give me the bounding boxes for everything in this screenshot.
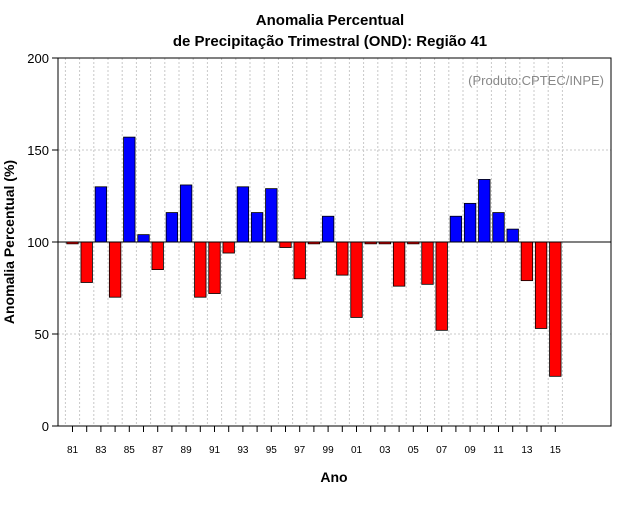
y-tick-label: 100 <box>27 235 49 250</box>
x-tick-label: 01 <box>351 445 363 456</box>
bar-04 <box>392 241 406 287</box>
bar-99 <box>321 215 335 243</box>
x-tick-label: 95 <box>266 445 278 456</box>
bar-88 <box>165 212 179 243</box>
bar-14 <box>534 241 548 329</box>
bar-07 <box>435 241 448 331</box>
bar-95 <box>265 188 278 243</box>
bar-86 <box>137 234 150 243</box>
bar-10 <box>478 179 491 243</box>
x-tick-label: 91 <box>209 445 221 456</box>
x-axis: 81 83 85 87 89 91 93 95 97 99 01 03 05 07 09 11 13 15 <box>67 426 561 456</box>
x-tick-label: 11 <box>493 445 504 456</box>
chart-title-line2: de Precipitação Trimestral (OND): Região… <box>173 33 487 50</box>
x-tick-label: 87 <box>152 445 164 456</box>
bar-85 <box>123 136 136 243</box>
bar-82 <box>80 241 93 283</box>
y-axis: 0 50 100 150 200 <box>27 51 58 434</box>
bar-12 <box>506 228 519 243</box>
chart-title-line1: Anomalia Percentual <box>256 12 404 29</box>
bar-06 <box>421 241 434 285</box>
y-tick-label: 150 <box>27 143 49 158</box>
x-tick-label: 05 <box>408 445 420 456</box>
y-tick-label: 0 <box>42 419 49 434</box>
x-tick-label: 07 <box>436 445 448 456</box>
x-axis-label: Ano <box>320 469 347 485</box>
bar-87 <box>151 241 164 271</box>
x-tick-label: 13 <box>521 445 533 456</box>
bar-09 <box>463 202 477 243</box>
x-tick-label: 99 <box>323 445 335 456</box>
bar-97 <box>293 241 306 280</box>
bar-96 <box>279 241 292 248</box>
bar-90 <box>194 241 207 298</box>
bar-91 <box>208 241 221 294</box>
y-tick-label: 200 <box>27 51 49 66</box>
bar-92 <box>222 241 235 254</box>
bar-00 <box>336 241 349 276</box>
watermark-text: (Produto:CPTEC/INPE) <box>468 73 604 88</box>
x-tick-label: 89 <box>181 445 193 456</box>
x-tick-label: 03 <box>379 445 391 456</box>
bars-group <box>66 136 562 377</box>
x-tick-label: 81 <box>67 445 79 456</box>
bar-15 <box>549 241 562 377</box>
bar-01 <box>350 241 363 318</box>
bar-08 <box>449 215 463 243</box>
bar-89 <box>179 184 193 243</box>
bar-13 <box>520 241 534 282</box>
x-tick-label: 97 <box>294 445 306 456</box>
y-tick-label: 50 <box>35 327 49 342</box>
bar-84 <box>108 241 122 298</box>
x-tick-label: 85 <box>124 445 136 456</box>
bar-83 <box>94 186 108 243</box>
bar-93 <box>236 186 250 243</box>
x-tick-label: 93 <box>237 445 249 456</box>
x-tick-label: 15 <box>550 445 562 456</box>
bar-11 <box>492 212 505 243</box>
x-tick-label: 09 <box>465 445 477 456</box>
bar-94 <box>250 212 264 243</box>
y-axis-label: Anomalia Percentual (%) <box>1 160 17 324</box>
x-tick-label: 83 <box>95 445 107 456</box>
